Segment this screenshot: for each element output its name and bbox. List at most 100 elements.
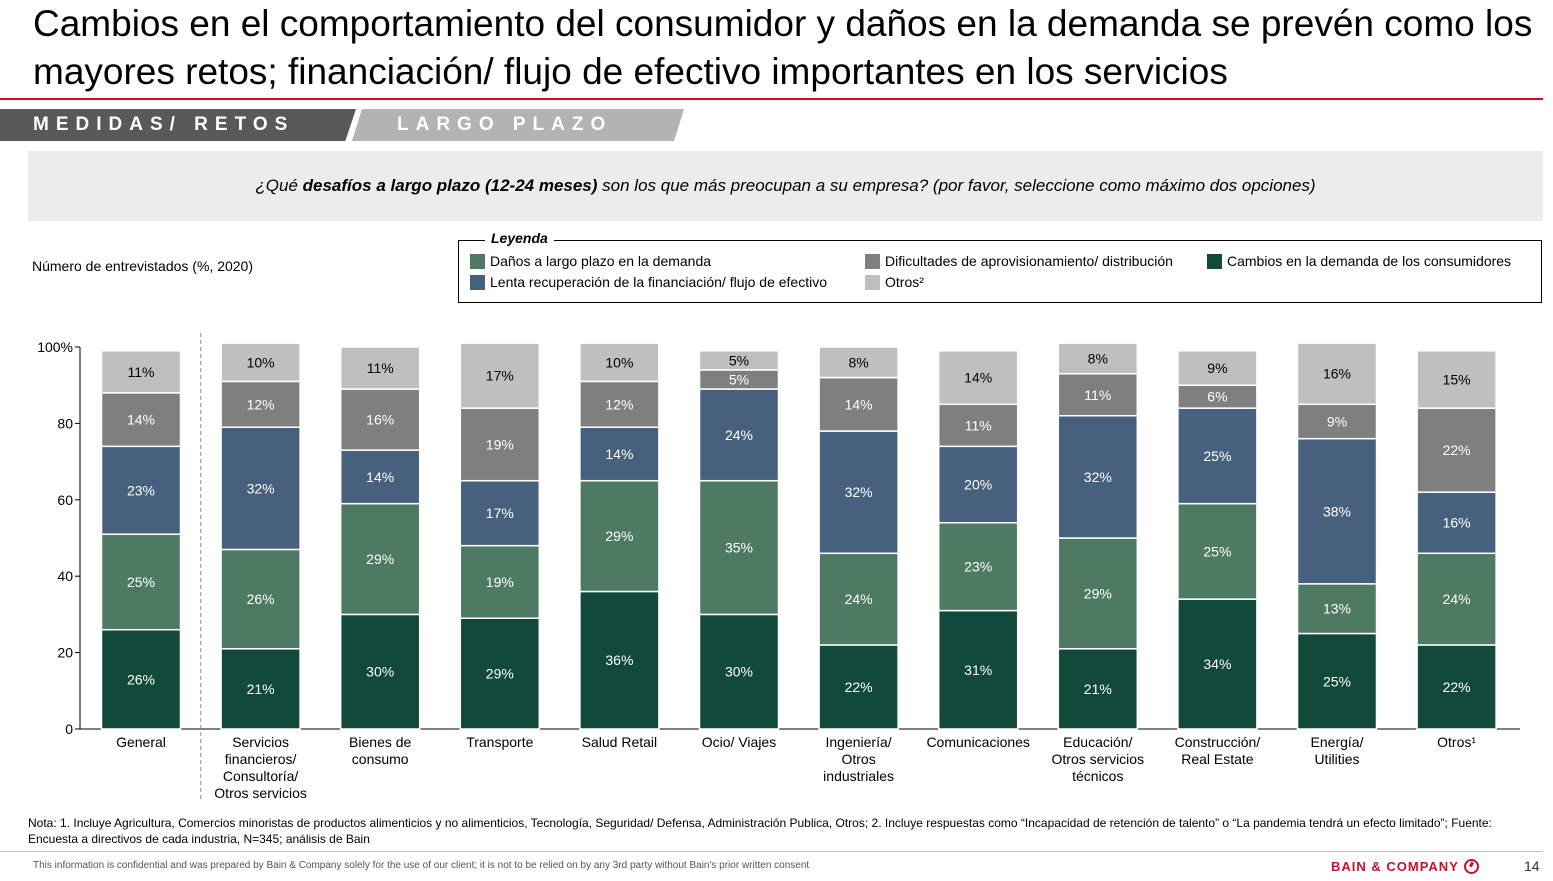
bar-value-label: 5% — [729, 352, 749, 368]
bar-value-label: 32% — [247, 480, 275, 496]
bar-segment — [339, 613, 421, 730]
bar-value-label: 17% — [486, 505, 514, 521]
bar-segment — [1296, 342, 1378, 406]
legend-item-consumer-change: Cambios en la demanda de los consumidore… — [1207, 253, 1511, 269]
bar-value-label: 14% — [366, 469, 394, 485]
page-number: 14 — [1524, 858, 1540, 874]
legend-swatch — [865, 274, 880, 290]
section-tab-measures-label: MEDIDAS/ RETOS — [33, 114, 295, 135]
footer-divider — [0, 851, 1543, 852]
x-category-label: Transporte — [466, 734, 533, 750]
bar-value-label: 22% — [1443, 679, 1471, 695]
bar-value-label: 19% — [486, 574, 514, 590]
y-tick-label: 40 — [57, 568, 73, 584]
x-category-label: Real Estate — [1181, 751, 1254, 767]
bar-value-label: 23% — [127, 482, 155, 498]
bar-segment — [818, 552, 899, 646]
bar-value-label: 32% — [1084, 469, 1112, 485]
bar-segment — [339, 502, 421, 616]
bar-value-label: 25% — [1203, 448, 1231, 464]
legend-swatch — [470, 274, 485, 290]
y-tick-label: 80 — [57, 415, 73, 431]
survey-question-box: ¿Qué desafíos a largo plazo (12-24 meses… — [28, 151, 1543, 221]
brand-circle-icon — [1463, 859, 1479, 874]
bar-segment — [579, 342, 660, 383]
bar-value-label: 6% — [1207, 389, 1227, 405]
bar-value-label: 14% — [605, 446, 633, 462]
bar-value-label: 29% — [1084, 585, 1112, 601]
bar-segment — [1296, 583, 1378, 635]
bar-segment — [937, 609, 1019, 730]
bar-value-label: 16% — [1323, 366, 1351, 382]
bar-value-label: 29% — [486, 666, 514, 682]
bar-segment — [937, 521, 1019, 612]
bar-segment — [1057, 648, 1139, 730]
bar-value-label: 16% — [1443, 515, 1471, 531]
bar-value-label: 36% — [605, 652, 633, 668]
bar-segment — [100, 445, 182, 535]
bar-segment — [579, 590, 660, 730]
bar-segment — [459, 617, 541, 730]
legend-swatch — [470, 253, 485, 269]
bar-segment — [1416, 552, 1497, 646]
bar-segment — [1296, 403, 1378, 440]
bar-segment — [459, 407, 541, 482]
x-category-label: industriales — [823, 768, 894, 784]
x-category-label: Ocio/ Viajes — [702, 734, 776, 750]
bar-segment — [1057, 342, 1139, 375]
chart-legend: Leyenda Daños a largo plazo en la demand… — [458, 230, 1542, 303]
bar-value-label: 14% — [964, 370, 992, 386]
bar-segment — [1057, 415, 1139, 539]
legend-swatch — [865, 253, 880, 269]
bar-segment — [339, 388, 421, 451]
bar-segment — [818, 430, 899, 555]
bar-value-label: 32% — [845, 484, 873, 500]
bar-value-label: 24% — [1443, 591, 1471, 607]
y-tick-label: 0 — [65, 721, 73, 737]
legend-label: Otros² — [885, 274, 924, 290]
y-tick-label: 20 — [57, 645, 73, 661]
bar-value-label: 5% — [729, 371, 749, 387]
bar-value-label: 35% — [725, 540, 753, 556]
legend-item-others: Otros² — [865, 274, 924, 290]
bar-segment — [698, 350, 780, 371]
y-tick-label: 60 — [57, 492, 73, 508]
bar-value-label: 11% — [965, 417, 992, 433]
bar-value-label: 24% — [725, 427, 753, 443]
bar-value-label: 25% — [127, 574, 155, 590]
bar-segment — [1416, 491, 1497, 555]
bar-segment — [1416, 350, 1497, 409]
bar-value-label: 21% — [247, 681, 275, 697]
footnote: Nota: 1. Incluye Agricultura, Comercios … — [28, 816, 1492, 846]
bar-segment — [100, 350, 182, 394]
bar-segment — [818, 346, 899, 379]
x-category-label: General — [116, 734, 166, 750]
section-tab-long-term-label: LARGO PLAZO — [397, 114, 613, 135]
bar-segment — [1057, 537, 1139, 650]
question-emphasis: desafíos a largo plazo (12-24 meses) — [302, 176, 598, 195]
bar-segment — [1177, 502, 1258, 600]
x-category-label: Construcción/ — [1175, 734, 1261, 750]
bar-segment — [937, 445, 1019, 524]
bar-value-label: 29% — [366, 551, 394, 567]
x-category-label: Comunicaciones — [926, 734, 1030, 750]
bar-segment — [459, 479, 541, 547]
bar-value-label: 22% — [845, 679, 873, 695]
x-category-label: Energía/ — [1311, 734, 1364, 750]
bar-segment — [220, 548, 301, 650]
question-suffix: son los que más preocupan a su empresa? … — [597, 176, 1316, 195]
x-category-label: Otros servicios — [214, 785, 307, 801]
question-prefix: ¿Qué — [255, 176, 303, 195]
bar-value-label: 17% — [486, 368, 514, 384]
bar-value-label: 29% — [605, 528, 633, 544]
bar-value-label: 13% — [1323, 601, 1351, 617]
x-category-label: Salud Retail — [582, 734, 658, 750]
bar-segment — [1416, 644, 1497, 730]
bar-segment — [220, 426, 301, 551]
bar-segment — [339, 346, 421, 390]
legend-item-supply: Dificultades de aprovisionamiento/ distr… — [865, 253, 1173, 269]
survey-question: ¿Qué desafíos a largo plazo (12-24 meses… — [255, 176, 1315, 196]
bar-value-label: 30% — [725, 664, 753, 680]
x-category-label: consumo — [352, 751, 409, 767]
bar-segment — [937, 350, 1019, 406]
